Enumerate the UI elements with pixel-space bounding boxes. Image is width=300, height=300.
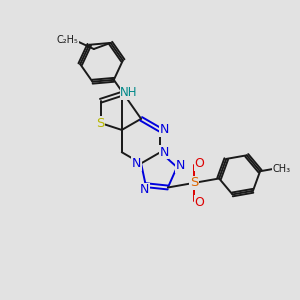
Text: CH₃: CH₃ — [272, 164, 291, 174]
Text: N: N — [176, 159, 185, 172]
Text: O: O — [195, 196, 205, 209]
Text: N: N — [159, 146, 169, 159]
Text: N: N — [132, 157, 141, 170]
Text: N: N — [159, 123, 169, 136]
Text: S: S — [96, 116, 105, 130]
Text: C₂H₅: C₂H₅ — [56, 35, 78, 45]
Text: S: S — [190, 176, 198, 189]
Text: NH: NH — [120, 86, 138, 99]
Text: N: N — [140, 183, 149, 196]
Text: O: O — [195, 157, 205, 170]
